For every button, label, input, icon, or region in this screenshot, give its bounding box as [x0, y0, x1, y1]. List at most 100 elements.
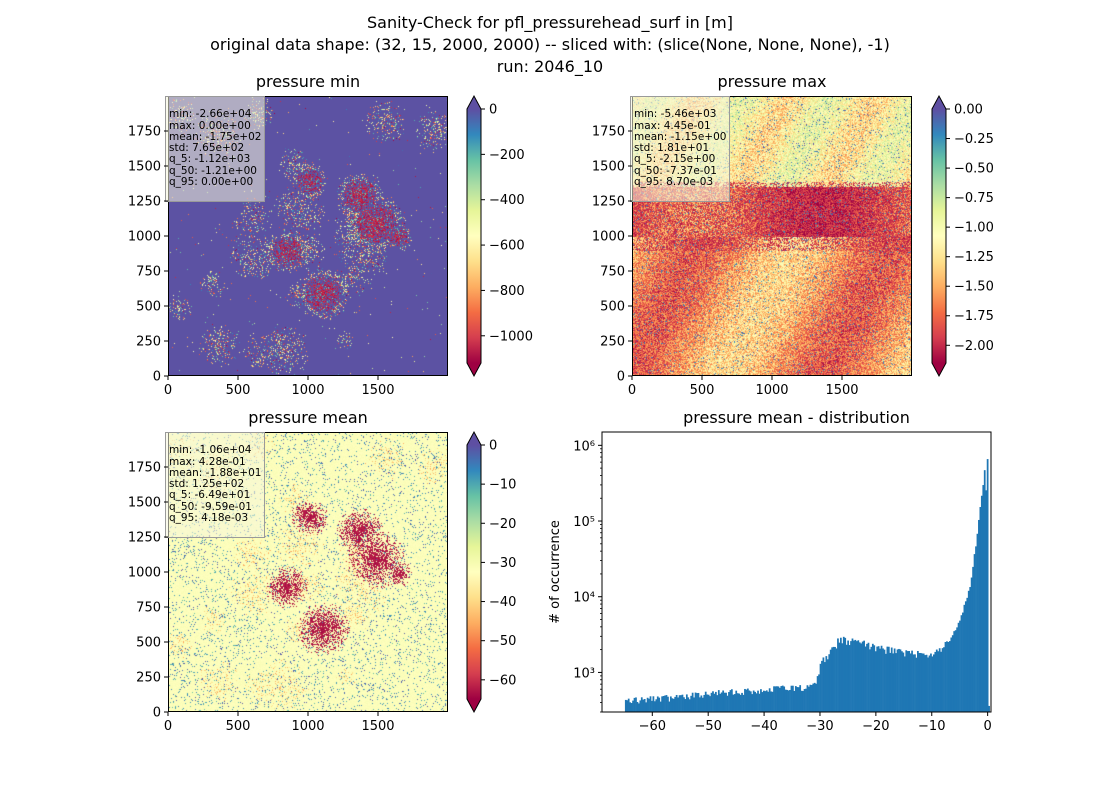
hist-bar — [882, 648, 884, 712]
max-colorbar-tick-label: −2.00 — [954, 339, 994, 354]
hist-bar — [857, 640, 860, 712]
hist-bar — [883, 649, 886, 712]
hist-bar — [931, 656, 934, 712]
hist-bar — [643, 698, 646, 712]
hist-bar — [911, 650, 913, 712]
hist-bar — [680, 695, 682, 712]
hist-bar — [751, 694, 754, 712]
hist-bar — [691, 692, 694, 712]
hist-bar — [629, 702, 632, 712]
hist-bar — [652, 696, 655, 712]
hist-bar — [764, 691, 767, 712]
hist-bar — [685, 694, 688, 712]
hist-bar — [819, 663, 822, 712]
hist-bar — [730, 689, 733, 712]
suptitle-line1: Sanity-Check for pfl_pressurehead_surf i… — [367, 13, 733, 32]
max-y-tick-label: 500 — [600, 300, 625, 315]
hist-bar — [728, 692, 730, 712]
stat-line: max: 0.00e+00 — [169, 119, 251, 132]
hist-bar — [704, 691, 707, 712]
hist-bar — [633, 697, 636, 712]
hist-bar — [712, 691, 714, 712]
min-colorbar — [467, 109, 481, 363]
hist-bar — [863, 640, 865, 712]
hist-bar — [869, 649, 871, 712]
hist-bar — [642, 699, 645, 712]
hist-bar — [802, 690, 804, 712]
hist-bar — [793, 690, 796, 712]
min-y-tick-label: 1000 — [128, 230, 161, 245]
hist-ylabel: # of occurrence — [548, 520, 563, 624]
hist-bar — [823, 662, 826, 712]
stat-line: mean: -1.88e+01 — [169, 466, 262, 479]
hist-bar — [983, 470, 986, 712]
hist-bar — [850, 641, 852, 712]
hist-bar — [635, 697, 637, 712]
hist-bar — [659, 701, 662, 712]
hist-bar — [855, 641, 858, 712]
hist-bar — [656, 696, 659, 712]
hist-bar — [893, 648, 896, 712]
hist-bar — [944, 641, 947, 712]
hist-bar — [909, 653, 912, 712]
hist-bar — [649, 696, 652, 712]
max-y-tick-label: 1750 — [592, 125, 625, 140]
panel-title-max: pressure max — [717, 72, 827, 91]
hist-bar — [796, 687, 799, 712]
hist-bar — [669, 696, 672, 712]
hist-bar — [768, 688, 771, 712]
hist-bar — [810, 685, 813, 712]
hist-bar — [805, 688, 807, 712]
hist-bar — [755, 693, 758, 712]
hist-bar — [829, 649, 832, 712]
hist-bar — [932, 654, 935, 712]
hist-bar — [951, 635, 954, 712]
hist-bar — [979, 507, 982, 712]
hist-bar — [671, 698, 674, 712]
hist-bar — [947, 641, 950, 712]
hist-bar — [646, 697, 649, 712]
hist-bar — [860, 643, 863, 712]
hist-bar — [699, 697, 701, 712]
hist-bar — [957, 622, 960, 712]
stat-line: q_50: -1.21e+00 — [169, 164, 257, 177]
hist-bar — [716, 695, 719, 712]
max-y-tick-label: 1500 — [592, 160, 625, 175]
mean-colorbar-extend-bottom — [467, 699, 481, 712]
stat-line: q_5: -2.15e+00 — [634, 153, 716, 166]
stat-line: min: -1.06e+04 — [169, 444, 252, 457]
mean-y-tick-label: 500 — [136, 636, 161, 651]
hist-bar — [948, 641, 951, 712]
hist-bar — [627, 698, 630, 712]
hist-bar — [988, 705, 990, 712]
hist-bar — [901, 651, 903, 712]
max-colorbar-extend-top — [932, 96, 946, 109]
hist-bar — [741, 692, 743, 712]
stat-line: q_95: 4.18e-03 — [169, 512, 249, 525]
hist-bar — [707, 694, 710, 712]
min-colorbar-extend-bottom — [467, 363, 481, 376]
min-colorbar-tick-label: −1000 — [489, 329, 533, 344]
hist-bar — [713, 693, 716, 712]
hist-bar — [781, 685, 784, 712]
hist-bar — [690, 695, 693, 712]
hist-bar — [696, 693, 698, 712]
mean-x-tick-label: 0 — [164, 719, 172, 734]
hist-bar — [661, 696, 663, 712]
hist-bar — [903, 656, 906, 712]
hist-bar — [844, 637, 847, 712]
hist-bar — [803, 689, 806, 712]
hist-bar — [794, 686, 797, 712]
hist-bar — [940, 651, 943, 712]
hist-bar — [943, 647, 945, 712]
max-colorbar-tick-label: −0.25 — [954, 132, 994, 147]
min-x-tick-label: 1500 — [361, 383, 394, 398]
hist-bar — [687, 697, 690, 712]
hist-bar — [962, 612, 964, 712]
hist-bar — [963, 604, 966, 712]
hist-x-tick-label: 0 — [984, 719, 992, 734]
hist-bar — [700, 695, 703, 712]
hist-bar — [980, 495, 983, 712]
hist-bar — [834, 646, 836, 712]
hist-bar — [770, 691, 772, 712]
